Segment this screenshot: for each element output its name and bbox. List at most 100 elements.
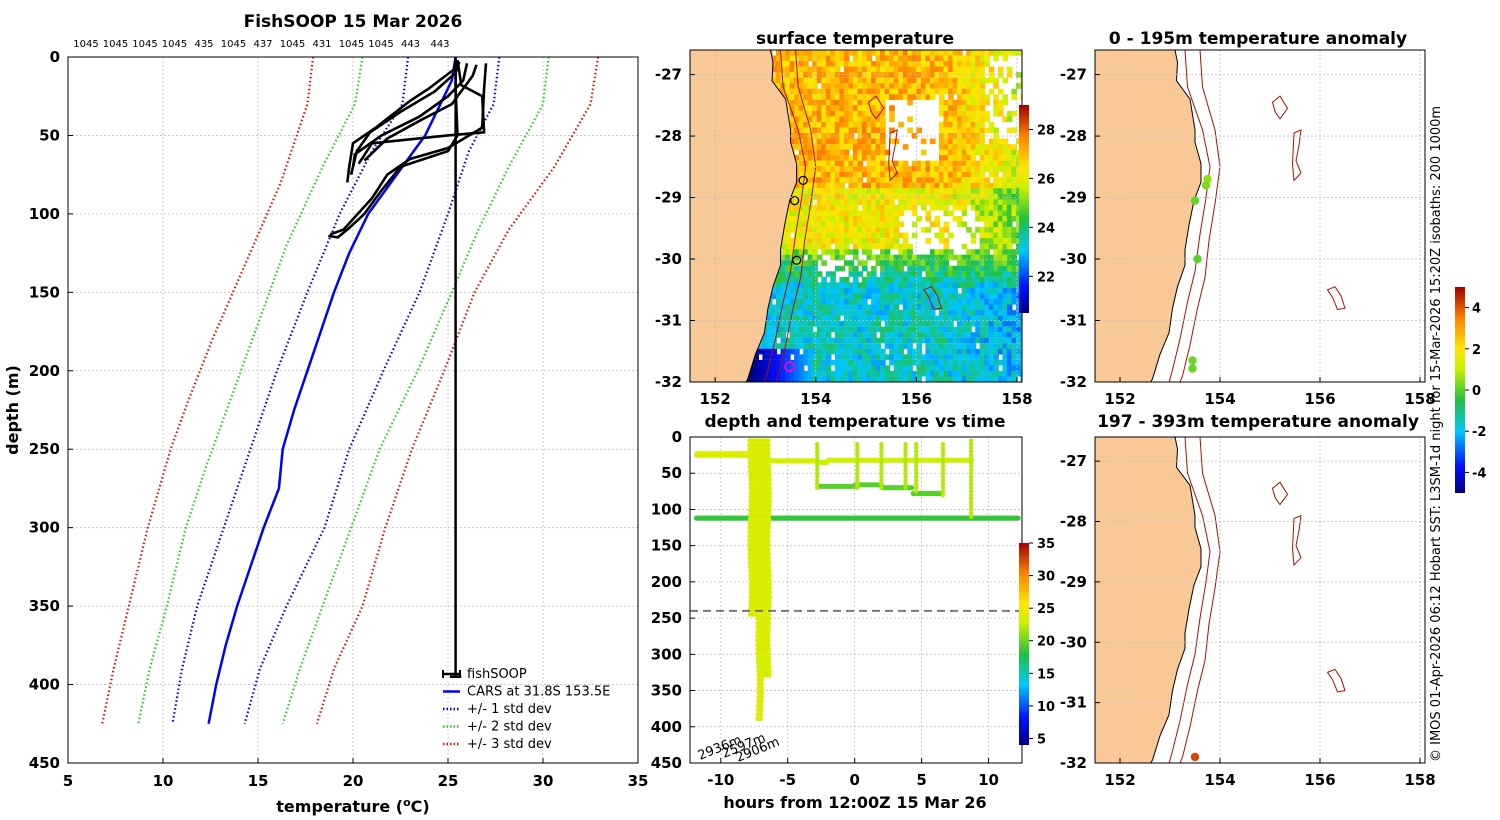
sst-pixel bbox=[798, 166, 805, 172]
sst-pixel bbox=[857, 127, 864, 134]
sst-pixel bbox=[825, 55, 832, 62]
sst-pixel bbox=[884, 77, 891, 84]
sst-pixel bbox=[997, 359, 1004, 366]
sst-pixel bbox=[789, 210, 796, 217]
sst-pixel bbox=[816, 210, 823, 217]
sst-pixel bbox=[776, 359, 782, 366]
sst-pixel bbox=[916, 382, 922, 388]
sst-pixel bbox=[952, 127, 959, 134]
sst-pixel bbox=[966, 310, 972, 316]
sst-pixel bbox=[848, 50, 855, 56]
sst-pixel bbox=[957, 382, 963, 388]
sst-pixel bbox=[857, 376, 864, 382]
sst-pixel bbox=[794, 276, 800, 283]
sst-pixel bbox=[866, 254, 873, 261]
sst-pixel bbox=[970, 232, 977, 239]
sst-pixel bbox=[916, 260, 922, 266]
sst-pixel bbox=[866, 166, 873, 172]
sst-pixel bbox=[871, 94, 877, 100]
sst-pixel bbox=[866, 204, 873, 211]
sst-pixel bbox=[957, 166, 963, 172]
sst-isobath-1000 bbox=[774, 50, 817, 382]
sst-pixel bbox=[785, 382, 791, 388]
sst-pixel bbox=[993, 55, 999, 62]
sst-pixel bbox=[929, 88, 936, 95]
sst-pixel bbox=[812, 337, 818, 344]
sst-pixel bbox=[988, 50, 995, 56]
sst-pixel bbox=[961, 343, 968, 349]
sst-pixel bbox=[821, 260, 827, 266]
sst-pixel bbox=[939, 83, 945, 89]
sst-pixel bbox=[839, 55, 845, 62]
sst-pixel bbox=[979, 88, 986, 95]
sst-pixel bbox=[902, 166, 909, 172]
sst-pixel bbox=[943, 77, 950, 84]
sst-pixel bbox=[970, 61, 977, 67]
sst-pixel bbox=[970, 171, 977, 178]
sst-pixel bbox=[952, 193, 959, 200]
sst-pixel bbox=[898, 315, 904, 322]
sst-pixel bbox=[834, 249, 841, 255]
sst-pixel bbox=[911, 171, 918, 178]
sst-pixel bbox=[816, 287, 823, 294]
sst-pixel bbox=[984, 254, 990, 261]
sst-pixel bbox=[1016, 265, 1022, 272]
sst-pixel bbox=[993, 271, 999, 277]
sst-pixel bbox=[979, 321, 986, 327]
sst-pixel bbox=[857, 370, 864, 377]
sst-pixel bbox=[839, 254, 845, 261]
sst-pixel bbox=[966, 83, 972, 89]
sst-pixel bbox=[929, 359, 936, 366]
sst-pixel bbox=[948, 193, 954, 200]
sst-pixel bbox=[975, 166, 981, 172]
sst-pixel bbox=[853, 94, 859, 100]
sst-pixel bbox=[902, 354, 909, 360]
sst-pixel bbox=[970, 88, 977, 95]
sst-pixel bbox=[875, 287, 882, 294]
sst-pixel bbox=[943, 282, 950, 288]
sst-pixel bbox=[812, 77, 818, 84]
sst-pixel bbox=[1016, 216, 1022, 222]
sst-pixel bbox=[984, 276, 990, 283]
sst-pixel bbox=[875, 321, 882, 327]
sst-pixel bbox=[794, 138, 800, 145]
sst-pixel bbox=[776, 376, 782, 382]
sst-pixel bbox=[843, 238, 850, 244]
sst-pixel bbox=[848, 127, 855, 134]
sst-pixel bbox=[853, 232, 859, 239]
sst-pixel bbox=[952, 188, 959, 194]
sst-pixel bbox=[934, 315, 941, 322]
sst-pixel bbox=[1011, 359, 1017, 366]
sst-pixel bbox=[1016, 382, 1022, 388]
sst-pixel bbox=[948, 376, 954, 382]
sst-pixel bbox=[893, 94, 900, 100]
sst-pixel bbox=[789, 332, 796, 338]
sst-pixel bbox=[902, 232, 909, 239]
sst-pixel bbox=[871, 243, 877, 250]
sst-pixel bbox=[807, 370, 814, 377]
sst-pixel bbox=[862, 337, 868, 344]
sst-pixel bbox=[798, 276, 805, 283]
sst-pixel bbox=[993, 221, 999, 228]
sst-pixel bbox=[893, 348, 900, 355]
sst-pixel bbox=[975, 304, 981, 311]
sst-pixel bbox=[970, 299, 977, 305]
sst-pixel bbox=[970, 144, 977, 150]
sst-pixel bbox=[830, 271, 836, 277]
sst-pixel bbox=[821, 343, 827, 349]
sst-pixel bbox=[1011, 166, 1017, 172]
sst-pixel bbox=[839, 160, 845, 167]
sst-pixel bbox=[970, 166, 977, 172]
sst-pixel bbox=[880, 216, 886, 222]
sst-pixel bbox=[816, 254, 823, 261]
sst-pixel bbox=[984, 343, 990, 349]
sst-pixel bbox=[988, 332, 995, 338]
sst-pixel bbox=[943, 293, 950, 300]
sst-pixel bbox=[970, 188, 977, 194]
sst-pixel bbox=[780, 293, 787, 300]
sst-pixel bbox=[880, 337, 886, 344]
sst-pixel bbox=[979, 193, 986, 200]
sst-pixel bbox=[934, 83, 941, 89]
legend-label: fishSOOP bbox=[467, 667, 527, 682]
sst-pixel bbox=[862, 116, 868, 122]
